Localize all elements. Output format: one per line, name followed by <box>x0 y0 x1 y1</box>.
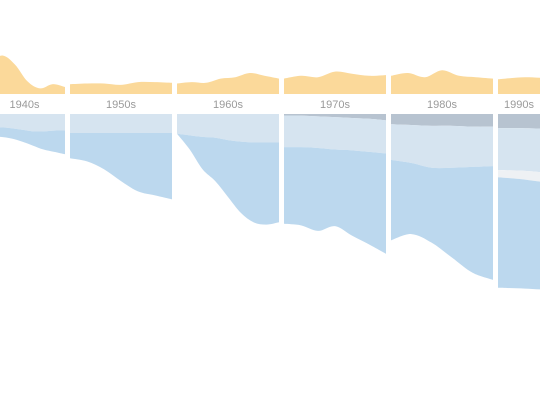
decade-label-1960s: 1960s <box>213 99 243 111</box>
bottom-layer-bottom_pale_blue-1940s <box>0 114 65 132</box>
decade-panel-1980s: 1980s <box>391 70 493 280</box>
bottom-layer-bottom_light_blue-1950s <box>70 132 172 200</box>
bottom-layer-bottom_gray_blue-1990s <box>498 114 540 129</box>
bottom-layer-bottom_light_blue-1990s <box>498 177 540 290</box>
decade-label-1980s: 1980s <box>427 99 457 111</box>
top-band-1940s <box>0 55 65 94</box>
bottom-layer-bottom_light_blue-1980s <box>391 159 493 280</box>
decade-panel-1960s: 1960s <box>177 72 279 225</box>
bottom-layer-bottom_gray_blue-1980s <box>391 114 493 127</box>
decade-panel-1940s: 1940s <box>0 55 65 155</box>
top-band-1990s <box>498 77 540 94</box>
bottom-layer-bottom_pale_blue-1950s <box>70 114 172 133</box>
decade-panel-1970s: 1970s <box>284 71 386 254</box>
decade-label-1990s: 1990s <box>504 99 534 111</box>
bottom-layer-bottom_pale_blue-1990s <box>498 128 540 173</box>
decade-label-1940s: 1940s <box>10 99 40 111</box>
decade-panel-1950s: 1950s <box>70 81 172 200</box>
decade-label-1970s: 1970s <box>320 99 350 111</box>
bottom-layer-bottom_off_white-1990s <box>498 170 540 182</box>
top-band-1950s <box>70 81 172 94</box>
top-band-1970s <box>284 71 386 94</box>
bottom-layer-bottom_light_blue-1970s <box>284 147 386 254</box>
decade-label-1950s: 1950s <box>106 99 136 111</box>
decade-panel-1990s: 1990s <box>498 77 540 290</box>
bottom-layer-bottom_pale_blue-1970s <box>284 115 386 154</box>
bottom-layer-bottom_pale_blue-1980s <box>391 124 493 169</box>
top-band-1960s <box>177 72 279 94</box>
bottom-layer-bottom_light_blue-1940s <box>0 127 65 155</box>
top-band-1980s <box>391 70 493 94</box>
bottom-layer-bottom_light_blue-1960s <box>177 133 279 225</box>
bottom-layer-bottom_pale_blue-1960s <box>177 114 279 143</box>
